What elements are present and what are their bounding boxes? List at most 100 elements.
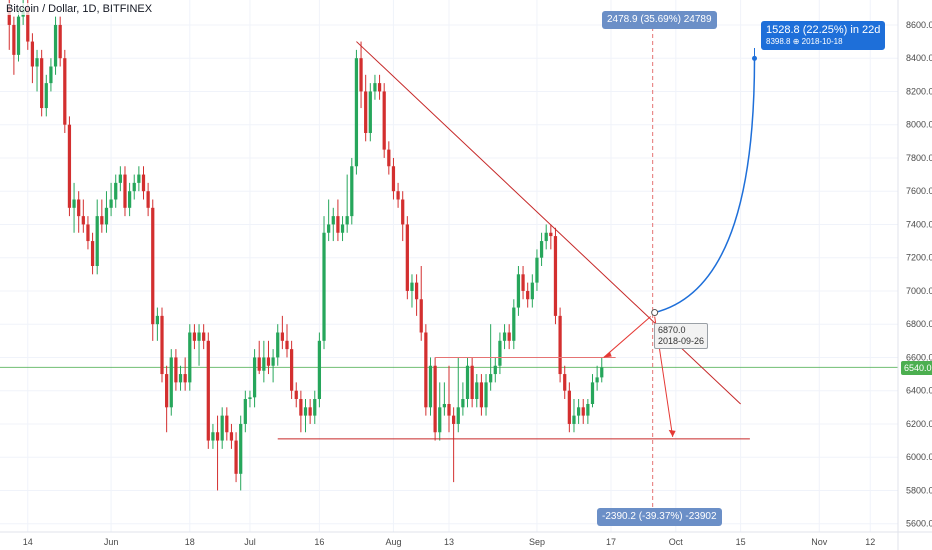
x-tick-label: Oct: [669, 537, 684, 547]
candle-body: [229, 432, 234, 441]
candle-body: [225, 415, 229, 433]
candle-body: [127, 191, 132, 208]
candle-body: [123, 174, 127, 208]
candle-body: [81, 216, 85, 225]
x-tick-label: 17: [606, 537, 616, 547]
candle-body: [373, 83, 377, 92]
candle-body: [215, 432, 220, 441]
y-axis: 5600.0 5800.0 6000.0 6200.0 6400.0 6600.0 6800…: [897, 0, 932, 550]
candle-body: [470, 365, 474, 399]
projection-curve: [654, 58, 756, 314]
candle-body: [239, 423, 243, 474]
candle-body: [308, 407, 312, 416]
y-tick-label: 7200.0: [906, 253, 932, 263]
candle-body: [12, 24, 16, 55]
candle-body: [109, 199, 113, 208]
candle-body: [595, 377, 599, 383]
candle-body: [414, 282, 419, 300]
projection-label: 1528.8 (22.25%) in 22d 8398.8 ⊕ 2018-10-…: [761, 21, 886, 50]
candle-body: [118, 174, 122, 183]
y-tick-label: 8400.0: [906, 53, 932, 63]
candle-body: [248, 397, 252, 399]
candle-body: [53, 24, 58, 67]
arrow-head-down: [668, 429, 676, 437]
candle-body: [141, 174, 146, 192]
candle-body: [590, 382, 595, 404]
y-tick-label: 6200.0: [906, 419, 932, 429]
candle-body: [86, 224, 90, 242]
y-tick-label: 8200.0: [906, 86, 932, 96]
candle-body: [280, 332, 284, 341]
breakout-callout: 6870.0 2018-09-26: [654, 323, 709, 349]
candle-body: [95, 216, 99, 266]
range-bottom-label: -2390.2 (-39.37%) -23902: [597, 508, 722, 526]
candle-body: [90, 241, 95, 266]
candle-body: [359, 58, 363, 92]
candle-body: [100, 216, 104, 225]
candle-body: [502, 332, 507, 341]
candle-body: [30, 41, 35, 67]
candle-body: [368, 91, 372, 133]
x-axis: 14 Jun 18 Jul 16 Aug 13 Sep 17 Oct 15 Nov 12: [0, 531, 932, 547]
candle-body: [493, 365, 497, 375]
candle-body: [526, 290, 530, 300]
candle-body: [391, 166, 396, 192]
candle-body: [475, 382, 479, 399]
projection-sub-text: 8398.8 ⊕ 2018-10-18: [766, 37, 843, 46]
y-tick-label: 7600.0: [906, 186, 932, 196]
candle-body: [151, 207, 155, 325]
candle-body: [63, 58, 67, 125]
candle-body: [419, 299, 423, 333]
candle-body: [262, 357, 266, 371]
candle-body: [539, 241, 544, 258]
candle-body: [410, 282, 414, 291]
candle-body: [327, 224, 331, 233]
candle-body: [387, 149, 391, 167]
candle-body: [364, 91, 368, 133]
candle-body: [299, 399, 303, 416]
x-tick-label: 15: [736, 537, 746, 547]
candle-body: [465, 365, 470, 399]
x-tick-label: 13: [444, 537, 454, 547]
y-tick-label: 6600.0: [906, 352, 932, 362]
candle-body: [26, 8, 30, 42]
candle-body: [530, 282, 534, 300]
candle-body: [433, 365, 437, 433]
candle-body: [336, 216, 340, 233]
candle-body: [188, 332, 192, 383]
candle-body: [16, 16, 21, 55]
candle-body: [563, 374, 567, 391]
candle-body: [452, 415, 456, 424]
candle-body: [377, 83, 382, 92]
candle-body: [266, 357, 271, 366]
callout-date: 2018-09-26: [658, 336, 705, 346]
x-tick-label: 12: [865, 537, 875, 547]
candle-body: [132, 182, 136, 192]
candle-body: [572, 415, 576, 424]
candle-body: [234, 440, 238, 474]
x-tick-label: 16: [314, 537, 324, 547]
arrow-head-up: [603, 351, 612, 358]
candle-body: [77, 199, 81, 217]
candle-body: [285, 340, 289, 350]
candle-body: [114, 182, 118, 200]
candle-body: [521, 274, 525, 291]
candle-body: [516, 274, 521, 308]
candle-body: [174, 357, 178, 383]
candle-body: [243, 399, 247, 424]
candle-body: [317, 340, 322, 399]
candle-body: [544, 232, 548, 242]
candle-body: [498, 340, 502, 366]
candle-body: [104, 207, 109, 225]
candle-body: [340, 224, 345, 233]
candle-body: [401, 199, 405, 225]
candle-body: [447, 403, 451, 416]
candle-body: [49, 66, 53, 84]
candle-body: [303, 407, 308, 416]
chart-title: Bitcoin / Dollar, 1D, BITFINEX: [4, 3, 155, 15]
y-tick-label: 8600.0: [906, 20, 932, 30]
candle-body: [558, 315, 562, 375]
candle-body: [535, 257, 539, 283]
